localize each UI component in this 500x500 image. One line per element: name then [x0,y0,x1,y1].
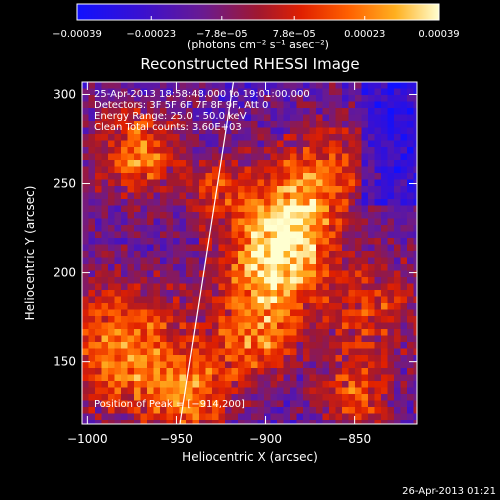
y-axis-label: Heliocentric Y (arcsec) [23,186,37,321]
y-tick-label: 200 [53,266,76,280]
colorbar-ticks: −0.00039 −0.00023 −7.8e−05 7.8e−05 0.00023 0.… [52,16,460,40]
colorbar-tick-label: −0.00039 [52,29,102,40]
colorbar-tick-label: 0.00023 [344,29,385,40]
colorbar-tick-label: 0.00039 [418,29,459,40]
annotation-block: 25-Apr-2013 18:58:48.000 to 19:01:00.000… [94,89,310,133]
colorbar-tick-label: −0.00023 [126,29,176,40]
annotation-counts: Clean Total counts: 3.60E+03 [94,122,242,133]
x-axis-label: Heliocentric X (arcsec) [182,450,318,464]
x-tick-label: −950 [160,432,193,446]
colorbar-tick-label: −7.8e−05 [196,29,248,40]
chart-title: Reconstructed RHESSI Image [140,55,359,73]
heatmap-image [82,82,417,424]
y-tick-label: 250 [53,177,76,191]
peak-position-label: Position of Peak = [−914,200] [94,399,245,410]
plot-frame [81,81,418,425]
annotation-energy: Energy Range: 25.0 - 50.0 keV [94,111,247,122]
y-tick-label: 300 [53,87,76,101]
x-tick-label: −900 [249,432,282,446]
solar-limb-line [179,82,235,424]
y-tick-label: 150 [53,355,76,369]
colorbar [76,3,440,21]
x-tick-label: −850 [338,432,371,446]
colorbar-unit-label: (photons cm⁻² s⁻¹ asec⁻²) [187,38,329,51]
colorbar-tick-label: 7.8e−05 [273,29,316,40]
annotation-detectors: Detectors: 3F 5F 6F 7F 8F 9F, Att 0 [94,100,268,111]
annotation-time: 25-Apr-2013 18:58:48.000 to 19:01:00.000 [94,89,310,100]
y-axis: 150 200 250 300 [53,87,417,369]
x-tick-label: −1000 [67,432,108,446]
footer-timestamp: 26-Apr-2013 01:21 [402,486,496,497]
x-axis: −1000 −950 −900 −850 [67,82,371,446]
